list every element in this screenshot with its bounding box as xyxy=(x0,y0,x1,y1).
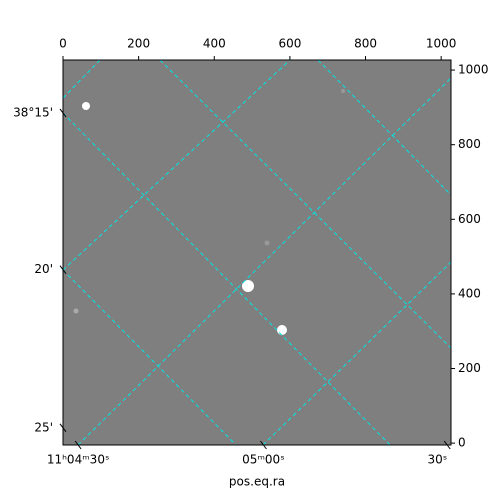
grid-line xyxy=(317,59,452,196)
star xyxy=(242,280,254,292)
star xyxy=(264,240,270,246)
y-tick-label: 600 xyxy=(458,212,481,226)
grid-line xyxy=(262,261,452,446)
ra-tick-label: 11ʰ04ᵐ30ˢ xyxy=(47,453,110,467)
x-tick-label: 200 xyxy=(127,37,150,51)
x-tick-label: 600 xyxy=(278,37,301,51)
ra-tick-label: 05ᵐ00ˢ xyxy=(242,453,285,467)
y-tick-label: 1000 xyxy=(458,63,489,77)
star xyxy=(82,102,90,110)
dec-tick xyxy=(59,265,67,274)
star xyxy=(341,89,345,93)
coordinate-grid xyxy=(62,59,452,446)
grid-line xyxy=(77,77,452,446)
dec-tick-label: 20' xyxy=(34,262,53,276)
grid-line xyxy=(159,59,452,349)
ra-tick xyxy=(260,440,267,450)
ra-tick xyxy=(74,440,82,450)
grid-line xyxy=(62,112,391,446)
y-tick-label: 800 xyxy=(458,137,481,151)
ra-tick-label: 30ˢ xyxy=(427,453,447,467)
grid-line xyxy=(62,269,237,446)
grid-line xyxy=(62,59,291,271)
dec-tick-label: 25' xyxy=(34,420,53,434)
dec-tick-label: 38°15' xyxy=(13,105,53,119)
x-tick-label: 800 xyxy=(354,37,377,51)
x-tick-label: 1000 xyxy=(426,37,457,51)
dec-tick xyxy=(59,423,67,433)
star xyxy=(277,325,287,335)
dec-tick xyxy=(59,108,67,118)
star xyxy=(73,308,79,314)
x-tick-label: 0 xyxy=(59,37,67,51)
y-tick-label: 0 xyxy=(458,436,466,450)
x-tick-label: 400 xyxy=(203,37,226,51)
image xyxy=(63,60,451,445)
frame xyxy=(62,59,452,446)
y-tick-label: 400 xyxy=(458,286,481,300)
ra-tick xyxy=(443,440,451,450)
x-axis-label: pos.eq.ra xyxy=(229,475,285,489)
grid-line xyxy=(62,59,101,99)
y-tick-label: 200 xyxy=(458,361,481,375)
